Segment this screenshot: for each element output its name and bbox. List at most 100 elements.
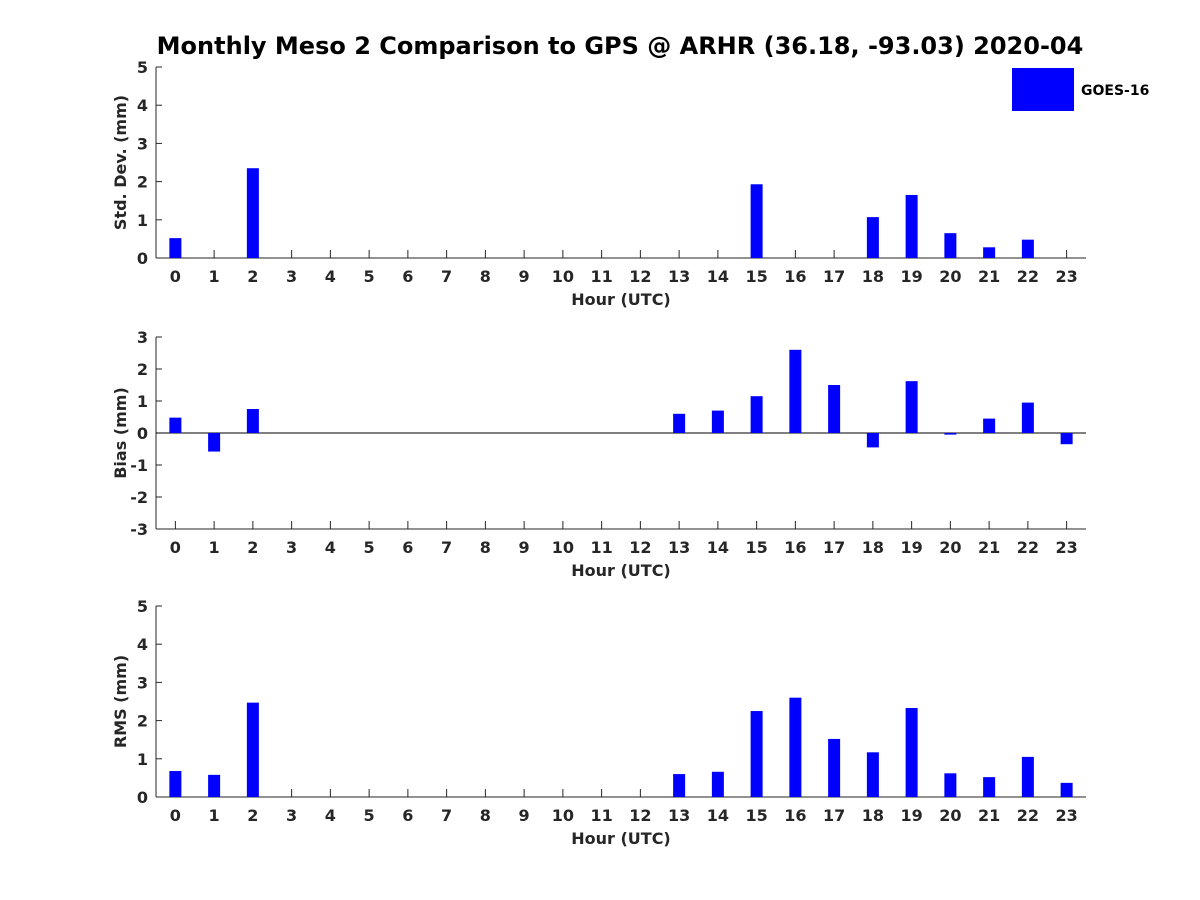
std-dev-x-tick-label: 2 <box>247 267 258 286</box>
rms-x-tick-label: 1 <box>209 806 220 825</box>
rms-x-tick-label: 20 <box>939 806 961 825</box>
bias-bar-0 <box>169 417 182 433</box>
std-dev-bar-0 <box>169 238 182 258</box>
bias-x-tick-label: 17 <box>823 538 845 557</box>
rms-x-tick-label: 4 <box>325 806 336 825</box>
std-dev-x-tick-label: 16 <box>784 267 806 286</box>
rms-x-tick-label: 12 <box>629 806 651 825</box>
rms-x-tick-label: 14 <box>707 806 729 825</box>
bias-x-tick-label: 14 <box>707 538 729 557</box>
rms-bar-22 <box>1021 756 1034 797</box>
legend-label: GOES-16 <box>1081 83 1149 99</box>
bias-x-tick-label: 19 <box>900 538 922 557</box>
rms-y-tick-label: 3 <box>137 673 148 692</box>
bias-x-tick-label: 3 <box>286 538 297 557</box>
bias-x-tick-label: 16 <box>784 538 806 557</box>
rms-x-tick-label: 16 <box>784 806 806 825</box>
rms-x-tick-label: 11 <box>590 806 612 825</box>
rms-bar-14 <box>711 771 724 797</box>
bias-bar-13 <box>673 413 686 433</box>
rms-bar-23 <box>1060 782 1073 797</box>
bias-bar-23 <box>1060 433 1073 445</box>
rms-x-tick-label: 5 <box>364 806 375 825</box>
rms-x-tick-label: 3 <box>286 806 297 825</box>
std-dev-x-tick-label: 12 <box>629 267 651 286</box>
std-dev-bar-21 <box>983 247 996 258</box>
std-dev-x-tick-label: 0 <box>170 267 181 286</box>
std-dev-x-tick-label: 8 <box>480 267 491 286</box>
bias-x-tick-label: 23 <box>1055 538 1077 557</box>
rms-x-tick-label: 7 <box>441 806 452 825</box>
bias-bar-18 <box>866 433 879 448</box>
rms-bar-17 <box>828 738 841 797</box>
bias-y-axis-label: Bias (mm) <box>111 387 130 479</box>
bias-x-tick-label: 9 <box>519 538 530 557</box>
std-dev-x-tick-label: 4 <box>325 267 336 286</box>
bias-x-tick-label: 18 <box>862 538 884 557</box>
bias-x-tick-label: 10 <box>552 538 574 557</box>
rms-x-tick-label: 22 <box>1017 806 1039 825</box>
bias-x-tick-label: 22 <box>1017 538 1039 557</box>
rms-bar-15 <box>750 711 763 797</box>
bias-x-tick-label: 8 <box>480 538 491 557</box>
rms-bar-20 <box>944 773 957 797</box>
bias-bar-17 <box>828 385 841 433</box>
bias-y-tick-label: 1 <box>137 392 148 411</box>
bias-x-tick-label: 15 <box>745 538 767 557</box>
std-dev-x-tick-label: 5 <box>364 267 375 286</box>
bias-x-tick-label: 13 <box>668 538 690 557</box>
rms-y-tick-label: 5 <box>137 597 148 616</box>
std-dev-x-tick-label: 1 <box>209 267 220 286</box>
rms-bar-21 <box>983 777 996 797</box>
rms-x-tick-label: 18 <box>862 806 884 825</box>
std-dev-y-tick-label: 4 <box>137 96 148 115</box>
rms-y-tick-label: 2 <box>137 712 148 731</box>
std-dev-x-tick-label: 23 <box>1055 267 1077 286</box>
rms-x-tick-label: 2 <box>247 806 258 825</box>
std-dev-x-tick-label: 9 <box>519 267 530 286</box>
bias-x-tick-label: 12 <box>629 538 651 557</box>
std-dev-x-axis-label: Hour (UTC) <box>571 290 671 309</box>
rms-bar-0 <box>169 771 182 797</box>
std-dev-x-tick-label: 19 <box>900 267 922 286</box>
rms-x-axis-label: Hour (UTC) <box>571 829 671 848</box>
std-dev-y-axis-label: Std. Dev. (mm) <box>111 95 130 230</box>
std-dev-x-tick-label: 17 <box>823 267 845 286</box>
std-dev-bar-19 <box>905 194 918 258</box>
rms-x-tick-label: 6 <box>402 806 413 825</box>
rms-x-tick-label: 19 <box>900 806 922 825</box>
std-dev-x-tick-label: 14 <box>707 267 729 286</box>
std-dev-bar-20 <box>944 233 957 258</box>
bias-x-tick-label: 4 <box>325 538 336 557</box>
bias-bar-16 <box>789 349 802 433</box>
legend-swatch <box>1012 68 1074 111</box>
std-dev-x-tick-label: 13 <box>668 267 690 286</box>
std-dev-x-tick-label: 18 <box>862 267 884 286</box>
std-dev-y-tick-label: 2 <box>137 173 148 192</box>
std-dev-bar-22 <box>1021 239 1034 258</box>
bias-y-tick-label: -2 <box>130 488 148 507</box>
bias-x-tick-label: 0 <box>170 538 181 557</box>
std-dev-y-tick-label: 0 <box>137 249 148 268</box>
bias-y-tick-label: 2 <box>137 360 148 379</box>
std-dev-x-tick-label: 15 <box>745 267 767 286</box>
std-dev-x-tick-label: 20 <box>939 267 961 286</box>
rms-x-tick-label: 13 <box>668 806 690 825</box>
bias-x-tick-label: 11 <box>590 538 612 557</box>
bias-x-tick-label: 20 <box>939 538 961 557</box>
rms-y-tick-label: 1 <box>137 750 148 769</box>
rms-x-tick-label: 15 <box>745 806 767 825</box>
std-dev-x-tick-label: 21 <box>978 267 1000 286</box>
rms-bar-18 <box>866 752 879 797</box>
bias-x-tick-label: 6 <box>402 538 413 557</box>
bias-bar-14 <box>711 410 724 433</box>
std-dev-x-tick-label: 10 <box>552 267 574 286</box>
std-dev-x-tick-label: 6 <box>402 267 413 286</box>
rms-x-tick-label: 9 <box>519 806 530 825</box>
bias-x-tick-label: 2 <box>247 538 258 557</box>
rms-bar-2 <box>246 702 259 797</box>
std-dev-bar-18 <box>866 217 879 258</box>
